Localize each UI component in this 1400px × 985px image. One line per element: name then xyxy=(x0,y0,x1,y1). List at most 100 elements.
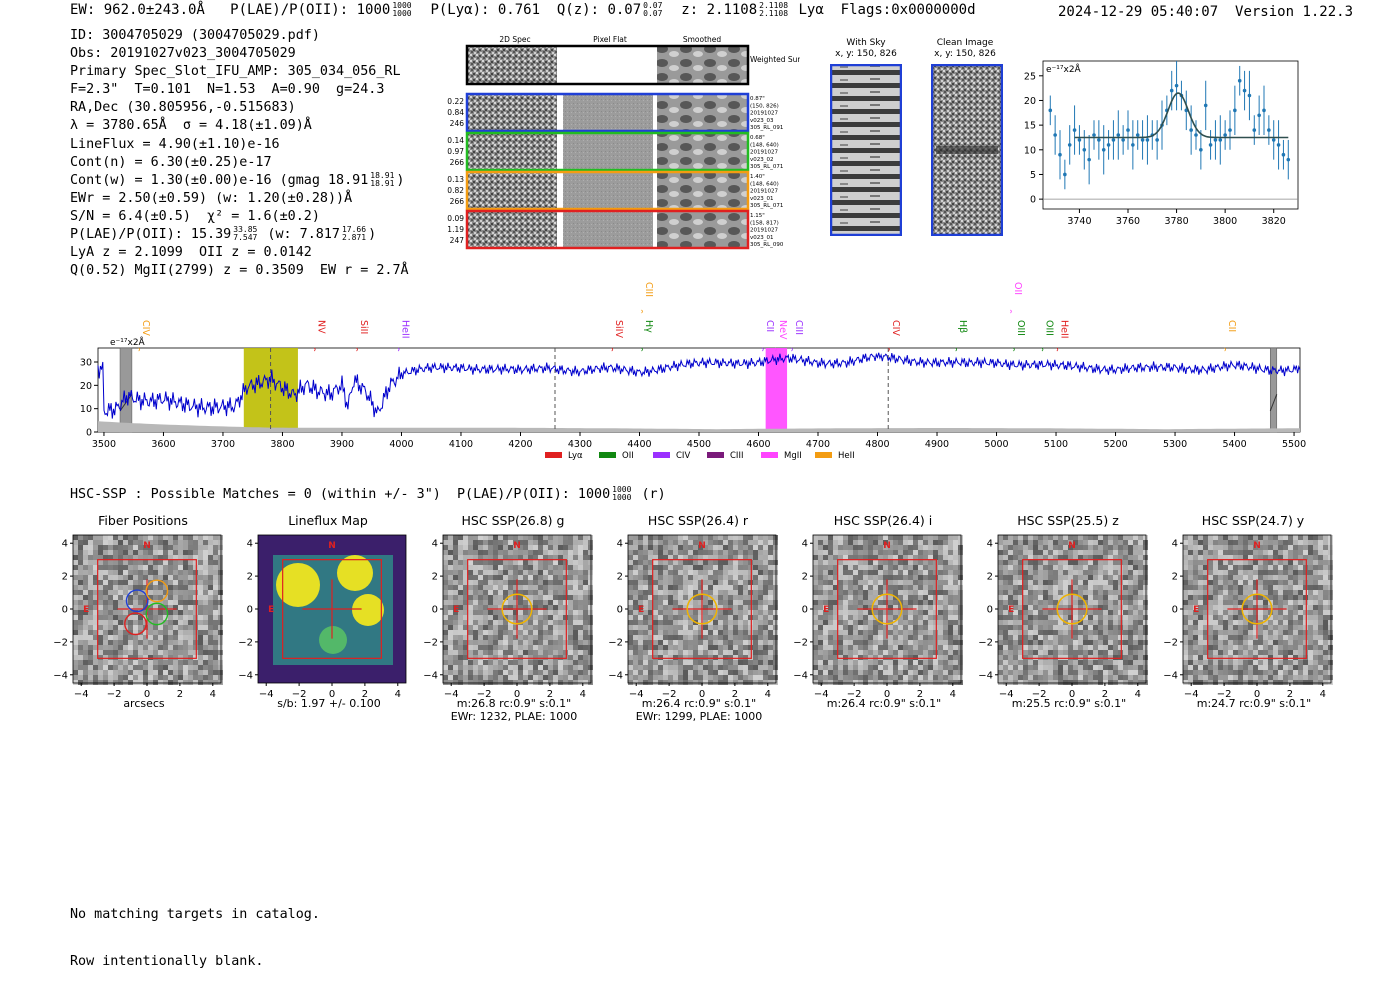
noise-pixel xyxy=(1128,665,1133,670)
noise-pixel xyxy=(1103,640,1108,645)
noise-pixel xyxy=(473,625,478,630)
noise-pixel xyxy=(218,625,223,630)
noise-pixel xyxy=(1093,585,1098,590)
noise-pixel xyxy=(733,610,738,615)
noise-pixel xyxy=(213,660,218,665)
info-radec: RA,Dec (30.805956,-0.515683) xyxy=(70,99,409,117)
noise-pixel xyxy=(838,565,843,570)
noise-pixel xyxy=(758,555,763,560)
noise-pixel xyxy=(638,590,643,595)
noise-pixel xyxy=(553,625,558,630)
noise-pixel xyxy=(508,665,513,670)
noise-pixel xyxy=(83,675,88,680)
spectrum-x-tick-label: 4400 xyxy=(627,439,651,450)
noise-pixel xyxy=(88,565,93,570)
noise-pixel xyxy=(828,620,833,625)
noise-pixel xyxy=(848,655,853,660)
noise-pixel xyxy=(663,540,668,545)
noise-pixel xyxy=(708,660,713,665)
noise-pixel xyxy=(118,585,123,590)
noise-pixel xyxy=(123,655,128,660)
cutout-row-meta: 305_RL_090 xyxy=(750,242,784,248)
zoom-y-tick-label: 15 xyxy=(1024,121,1036,132)
noise-pixel xyxy=(958,675,963,680)
noise-pixel xyxy=(203,595,208,600)
noise-pixel xyxy=(633,595,638,600)
noise-pixel xyxy=(923,570,928,575)
noise-pixel xyxy=(758,665,763,670)
noise-pixel xyxy=(908,650,913,655)
noise-pixel xyxy=(838,635,843,640)
noise-pixel xyxy=(588,555,593,560)
noise-pixel xyxy=(153,650,158,655)
noise-pixel xyxy=(953,635,958,640)
noise-pixel xyxy=(923,615,928,620)
noise-pixel xyxy=(1003,645,1008,650)
noise-pixel xyxy=(163,545,168,550)
noise-pixel xyxy=(158,545,163,550)
noise-pixel xyxy=(1143,580,1148,585)
noise-pixel xyxy=(738,615,743,620)
noise-pixel xyxy=(478,545,483,550)
noise-pixel xyxy=(953,540,958,545)
noise-pixel xyxy=(1008,535,1013,540)
noise-pixel xyxy=(163,540,168,545)
noise-pixel xyxy=(108,620,113,625)
noise-pixel xyxy=(1123,660,1128,665)
noise-pixel xyxy=(663,590,668,595)
noise-pixel xyxy=(863,665,868,670)
noise-pixel xyxy=(553,590,558,595)
noise-pixel xyxy=(738,665,743,670)
zoom-data-point xyxy=(1073,128,1077,132)
noise-pixel xyxy=(708,550,713,555)
noise-pixel xyxy=(843,545,848,550)
noise-pixel xyxy=(98,615,103,620)
noise-pixel xyxy=(553,560,558,565)
noise-pixel xyxy=(813,635,818,640)
noise-pixel xyxy=(1123,630,1128,635)
spectrum-legend-label: CIV xyxy=(676,451,690,461)
noise-pixel xyxy=(943,550,948,555)
noise-pixel xyxy=(138,665,143,670)
noise-pixel xyxy=(193,635,198,640)
noise-pixel xyxy=(1098,625,1103,630)
noise-pixel xyxy=(948,575,953,580)
noise-pixel xyxy=(903,595,908,600)
noise-pixel xyxy=(468,620,473,625)
cutout-row-meta: 0.68" xyxy=(750,135,765,141)
noise-pixel xyxy=(873,585,878,590)
noise-pixel xyxy=(643,560,648,565)
noise-pixel xyxy=(1098,655,1103,660)
noise-pixel xyxy=(468,655,473,660)
noise-pixel xyxy=(178,665,183,670)
noise-pixel xyxy=(213,655,218,660)
noise-pixel xyxy=(533,575,538,580)
noise-pixel xyxy=(478,620,483,625)
noise-pixel xyxy=(1118,630,1123,635)
noise-pixel xyxy=(763,570,768,575)
noise-pixel xyxy=(543,535,548,540)
noise-pixel xyxy=(83,580,88,585)
noise-pixel xyxy=(1133,655,1138,660)
noise-pixel xyxy=(923,630,928,635)
noise-pixel xyxy=(893,600,898,605)
noise-pixel xyxy=(563,675,568,680)
noise-pixel xyxy=(873,645,878,650)
noise-pixel xyxy=(653,630,658,635)
noise-pixel xyxy=(878,535,883,540)
noise-pixel xyxy=(953,570,958,575)
noise-pixel xyxy=(868,625,873,630)
noise-pixel xyxy=(178,575,183,580)
noise-pixel xyxy=(563,670,568,675)
noise-pixel xyxy=(1063,565,1068,570)
noise-pixel xyxy=(868,575,873,580)
noise-pixel xyxy=(1043,660,1048,665)
noise-pixel xyxy=(183,610,188,615)
noise-pixel xyxy=(1058,635,1063,640)
noise-pixel xyxy=(673,650,678,655)
noise-pixel xyxy=(923,655,928,660)
noise-pixel xyxy=(108,570,113,575)
noise-pixel xyxy=(468,605,473,610)
noise-pixel xyxy=(533,590,538,595)
